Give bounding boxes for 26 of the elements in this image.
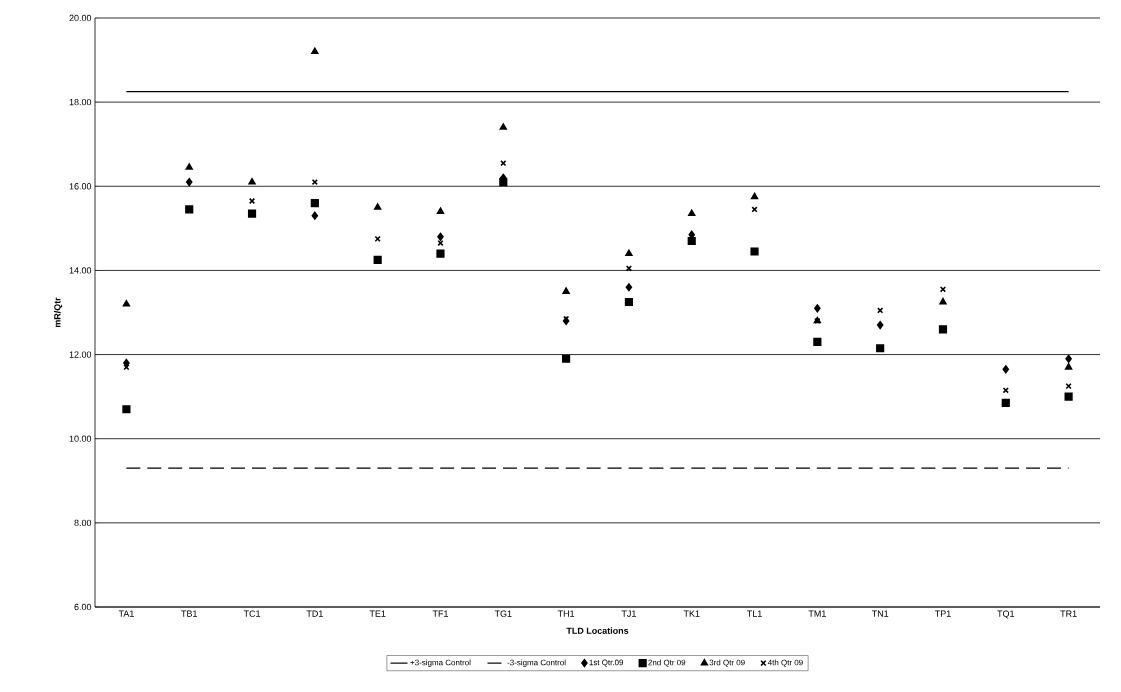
x-tick-label: TJ1 bbox=[621, 610, 636, 617]
x-tick-label: TP1 bbox=[934, 610, 951, 617]
x-tick-label: TK1 bbox=[683, 610, 700, 617]
x-tick-label: TL1 bbox=[747, 610, 762, 617]
x-tick-label: TC1 bbox=[243, 610, 261, 617]
y-tick-label: 12.00 bbox=[69, 351, 92, 358]
x-tick-label: TA1 bbox=[118, 610, 134, 617]
y-tick-label: 20.00 bbox=[69, 14, 92, 22]
x-tick-label: TE1 bbox=[369, 610, 386, 617]
x-axis-title: TLD Locations bbox=[566, 627, 629, 634]
y-tick-label: 18.00 bbox=[69, 98, 92, 106]
x-tick-label: TN1 bbox=[871, 610, 889, 617]
x-tick-label: TD1 bbox=[306, 610, 323, 617]
x-tick-label: TB1 bbox=[181, 610, 197, 617]
x-tick-label: TH1 bbox=[557, 610, 575, 617]
y-tick-label: 10.00 bbox=[69, 435, 92, 442]
x-tick-label: TR1 bbox=[1060, 610, 1077, 617]
y-tick-label: 8.00 bbox=[74, 519, 92, 527]
x-tick-label: TF1 bbox=[432, 610, 449, 617]
y-tick-label: 16.00 bbox=[69, 183, 92, 190]
y-tick-label: 6.00 bbox=[74, 603, 92, 611]
x-tick-label: TM1 bbox=[808, 610, 826, 617]
y-axis-title: mR/Qtr bbox=[53, 297, 63, 328]
y-tick-label: 14.00 bbox=[69, 267, 92, 274]
x-tick-label: TQ1 bbox=[997, 610, 1015, 619]
x-tick-label: TG1 bbox=[494, 610, 512, 617]
